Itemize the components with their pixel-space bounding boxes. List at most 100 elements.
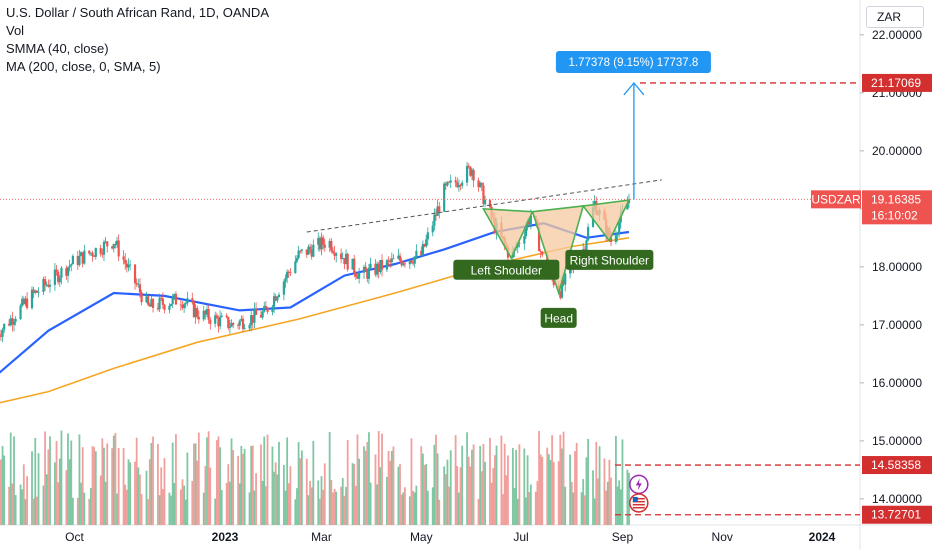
y-tick-label: 15.00000: [872, 434, 922, 448]
x-tick-label: Jul: [513, 530, 528, 544]
volume-bar: [376, 484, 378, 525]
candle-body: [399, 256, 401, 261]
volume-bar: [25, 499, 27, 525]
volume-bar: [209, 468, 211, 525]
volume-bar: [95, 451, 97, 525]
volume-bar: [208, 431, 210, 525]
price-label-level-2: 13.72701: [871, 508, 921, 522]
volume-bar: [21, 489, 23, 525]
volume-bar: [322, 490, 324, 525]
volume-bar: [275, 462, 277, 525]
currency-button[interactable]: ZAR: [866, 6, 924, 28]
volume-bar: [290, 466, 292, 525]
volume-bar: [218, 436, 220, 525]
y-tick-label: 20.00000: [872, 144, 922, 158]
volume-bar: [146, 471, 148, 525]
candle-body: [473, 170, 475, 181]
volume-bar: [471, 450, 473, 525]
current-price-label: 19.16385: [871, 192, 921, 206]
volume-bar: [57, 482, 59, 525]
volume-bar: [8, 487, 10, 525]
volume-bar: [219, 447, 221, 525]
candle-body: [283, 282, 285, 295]
us-flag-badge-icon[interactable]: [630, 494, 648, 512]
volume-bar: [401, 495, 403, 525]
volume-bar: [278, 442, 280, 525]
volume-bar: [582, 479, 584, 525]
volume-bar: [563, 432, 565, 525]
volume-bar: [574, 451, 576, 525]
candle-body: [216, 315, 218, 318]
volume-bar: [379, 467, 381, 525]
volume-bar: [412, 491, 414, 525]
flag-badge-ring: [630, 494, 648, 512]
candle-body: [118, 241, 120, 257]
candle-body: [425, 239, 427, 246]
volume-bar: [501, 436, 503, 525]
volume-bar: [260, 444, 262, 525]
volume-bar: [147, 499, 149, 525]
volume-bar: [204, 466, 206, 525]
volume-bar: [564, 487, 566, 525]
candle-body: [136, 283, 138, 284]
volume-bar: [393, 446, 395, 525]
volume-bar: [363, 446, 365, 525]
volume-bar: [172, 443, 174, 525]
candle-body: [158, 298, 160, 309]
candle-body: [312, 245, 314, 257]
volume-bar: [512, 448, 514, 525]
volume-bar: [321, 476, 323, 525]
volume-bar: [620, 489, 622, 525]
x-tick-label: 2023: [212, 530, 239, 544]
candle-body: [381, 260, 383, 270]
volume-bar: [65, 470, 67, 525]
volume-bar: [344, 496, 346, 525]
volume-bar: [46, 474, 48, 525]
volume-bar: [553, 462, 555, 525]
volume-bar: [541, 457, 543, 525]
candle-body: [191, 298, 193, 301]
volume-bar: [342, 478, 344, 525]
candle-body: [221, 316, 223, 317]
candle-body: [122, 256, 124, 259]
candle-body: [301, 249, 303, 250]
legend-smma: SMMA (40, close): [6, 40, 109, 58]
volume-bar: [445, 474, 447, 525]
volume-bar: [105, 482, 107, 525]
volume-bar: [276, 474, 278, 525]
volume-bar: [311, 487, 313, 525]
volume-bar: [334, 489, 336, 525]
candle-body: [91, 253, 93, 256]
volume-bar: [111, 448, 113, 525]
volume-bar: [617, 486, 619, 525]
candle-body: [286, 272, 288, 278]
volume-bar: [106, 443, 108, 525]
volume-bar: [572, 492, 574, 525]
volume-bar: [489, 438, 491, 525]
lightning-badge-icon[interactable]: [630, 475, 648, 493]
volume-bar: [610, 478, 612, 525]
candle-body: [13, 322, 15, 325]
volume-bar: [216, 440, 218, 525]
candle-body: [309, 247, 311, 250]
volume-bar: [523, 449, 525, 525]
candle-body: [410, 260, 412, 262]
candle-body: [615, 235, 617, 242]
volume-bar: [368, 432, 370, 525]
volume-bar: [36, 497, 38, 525]
candle-body: [124, 260, 126, 264]
volume-bar: [206, 437, 208, 525]
candle-body: [19, 306, 21, 319]
candle-body: [332, 251, 334, 253]
volume-bar: [141, 494, 143, 525]
candle-body: [70, 264, 72, 266]
volume-bar: [626, 470, 628, 525]
candle-body: [289, 272, 291, 273]
candle-body: [242, 319, 244, 329]
volume-bar: [283, 465, 285, 525]
volume-bar: [519, 444, 521, 525]
candle-body: [183, 304, 185, 308]
volume-bar: [49, 436, 51, 525]
